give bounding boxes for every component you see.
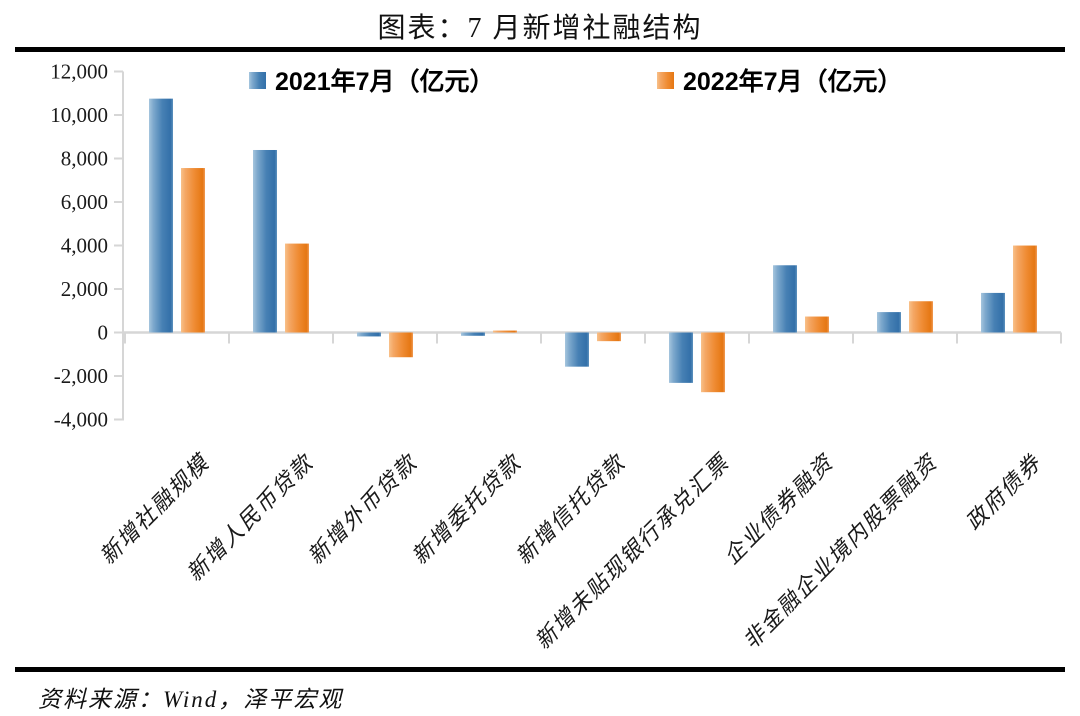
bar-2021-2	[357, 332, 381, 337]
bar-2021-5	[669, 332, 693, 383]
y-axis-label: 10,000	[50, 103, 108, 127]
data-source-note: 资料来源：Wind，泽平宏观	[38, 687, 344, 712]
bottom-divider-line	[15, 667, 1065, 672]
bar-2021-0	[149, 98, 173, 333]
bar-2022-0	[181, 168, 205, 333]
bar-2022-2	[389, 332, 413, 358]
bar-2022-8	[1013, 245, 1037, 333]
bar-2022-1	[285, 243, 309, 333]
bar-2022-3	[493, 330, 517, 333]
bar-2021-6	[773, 265, 797, 333]
y-axis-label: 8,000	[61, 147, 108, 171]
y-axis-label: -4,000	[54, 408, 108, 432]
y-axis-label: 6,000	[61, 190, 108, 214]
legend-item-2022: 2022年7月（亿元）	[657, 62, 903, 98]
y-axis-label: 0	[98, 321, 109, 345]
y-axis-label: 12,000	[50, 60, 108, 84]
legend-label-2022: 2022年7月（亿元）	[683, 68, 903, 96]
bar-2022-5	[701, 332, 725, 393]
bar-2021-4	[565, 332, 589, 367]
y-axis-label: -2,000	[54, 364, 108, 388]
bar-2021-1	[253, 149, 277, 333]
bar-2022-4	[597, 332, 621, 342]
bar-2021-3	[461, 332, 485, 336]
legend-swatch-blue-icon	[249, 71, 266, 89]
legend-swatch-orange-icon	[657, 71, 674, 89]
bar-2022-7	[909, 301, 933, 333]
chart-title: 图表：7 月新增社融结构	[377, 13, 703, 44]
y-axis-label: 4,000	[61, 234, 108, 258]
bar-2022-6	[805, 316, 829, 333]
legend-item-2021: 2021年7月（亿元）	[249, 62, 495, 98]
top-divider-line	[15, 47, 1065, 52]
y-axis-label: 2,000	[61, 277, 108, 301]
bar-2021-8	[981, 292, 1005, 333]
legend-label-2021: 2021年7月（亿元）	[275, 68, 495, 96]
bar-2021-7	[877, 312, 901, 333]
